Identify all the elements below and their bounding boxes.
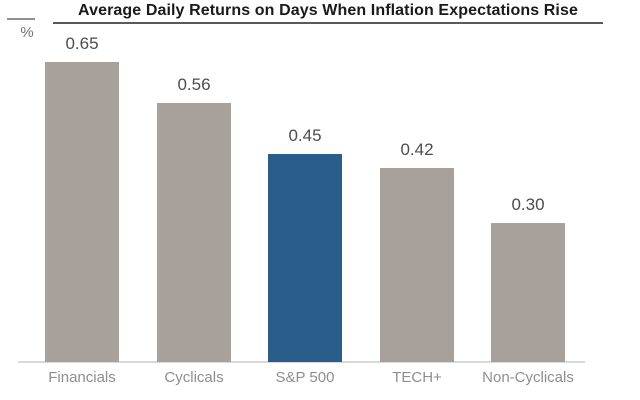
- x-axis-category-label-financials: Financials: [48, 369, 116, 386]
- x-axis-line: [18, 361, 585, 363]
- bar-value-label-cyclicals: 0.56: [177, 75, 211, 94]
- bar-value-label-s-p-500: 0.45: [288, 126, 322, 145]
- x-axis-category-label-cyclicals: Cyclicals: [164, 369, 224, 386]
- bar-cyclicals: [157, 103, 231, 362]
- bar-value-label-tech: 0.42: [400, 140, 434, 159]
- chart-title: Average Daily Returns on Days When Infla…: [78, 2, 578, 19]
- y-axis-unit-label: %: [20, 24, 34, 41]
- bar-tech: [380, 168, 454, 362]
- x-axis-category-label-s-p-500: S&P 500: [275, 369, 335, 386]
- header-dash-line: [7, 18, 35, 20]
- bar-s-p-500: [268, 154, 342, 362]
- bar-financials: [45, 62, 119, 362]
- bar-non-cyclicals: [491, 223, 565, 362]
- x-axis-category-label-tech: TECH+: [392, 369, 442, 386]
- bar-value-label-non-cyclicals: 0.30: [511, 195, 545, 214]
- bar-value-label-financials: 0.65: [65, 34, 99, 53]
- x-axis-category-label-non-cyclicals: Non-Cyclicals: [482, 369, 574, 386]
- title-underline: [53, 22, 603, 24]
